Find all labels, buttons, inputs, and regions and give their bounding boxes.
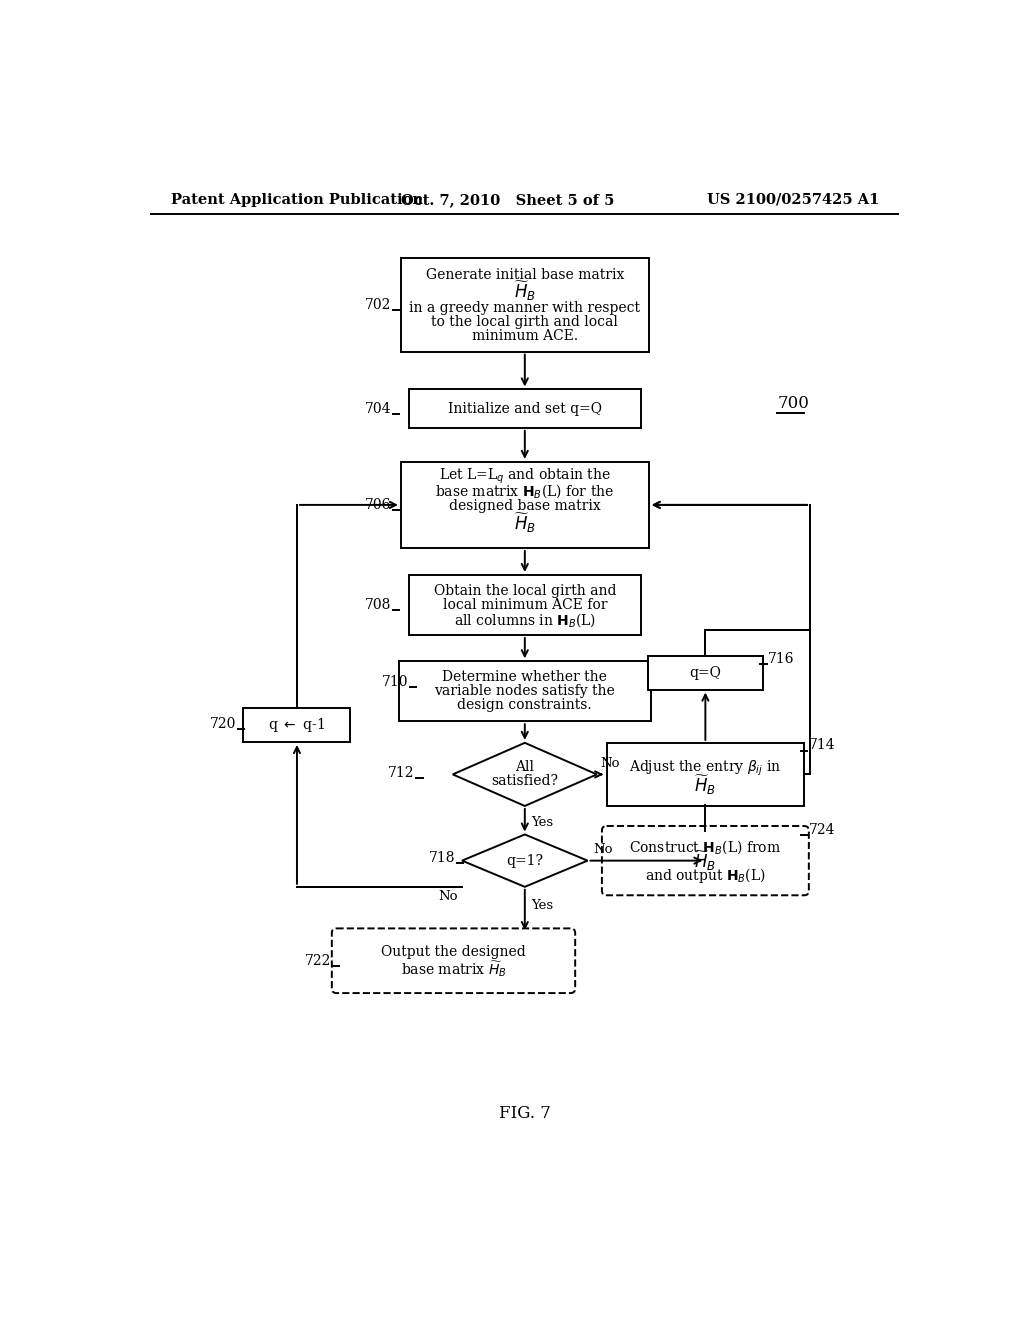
Bar: [409, 576, 641, 635]
Text: base matrix $\mathbf{H}_B$(L) for the: base matrix $\mathbf{H}_B$(L) for the: [435, 482, 614, 500]
Text: FIG. 7: FIG. 7: [499, 1105, 551, 1122]
Text: base matrix $\widetilde{H}_B$: base matrix $\widetilde{H}_B$: [400, 960, 507, 979]
Text: All: All: [515, 760, 535, 775]
Text: 702: 702: [366, 298, 391, 312]
Text: Yes: Yes: [531, 899, 553, 912]
Text: satisfied?: satisfied?: [492, 775, 558, 788]
Text: 718: 718: [429, 850, 455, 865]
Bar: [399, 661, 650, 721]
Text: No: No: [438, 890, 458, 903]
Text: and output $\mathbf{H}_B$(L): and output $\mathbf{H}_B$(L): [645, 866, 766, 884]
Polygon shape: [462, 834, 588, 887]
Text: $\widetilde{H}_B$: $\widetilde{H}_B$: [514, 279, 536, 302]
Text: Adjust the entry $\beta_{ij}$ in: Adjust the entry $\beta_{ij}$ in: [630, 759, 781, 777]
Bar: [400, 462, 649, 548]
Bar: [606, 743, 804, 807]
Text: local minimum ACE for: local minimum ACE for: [442, 598, 607, 612]
Text: to the local girth and local: to the local girth and local: [431, 314, 618, 329]
Text: 704: 704: [365, 401, 391, 416]
Polygon shape: [453, 743, 597, 807]
Text: 714: 714: [809, 738, 836, 752]
Text: $\widetilde{H}_B$: $\widetilde{H}_B$: [514, 511, 536, 535]
Text: Determine whether the: Determine whether the: [442, 671, 607, 684]
Bar: [409, 389, 641, 428]
Bar: [648, 656, 763, 689]
Text: Oct. 7, 2010   Sheet 5 of 5: Oct. 7, 2010 Sheet 5 of 5: [401, 193, 614, 207]
Text: Let L=L$_q$ and obtain the: Let L=L$_q$ and obtain the: [438, 467, 611, 486]
Text: 712: 712: [388, 766, 415, 780]
Text: design constraints.: design constraints.: [458, 698, 592, 711]
Text: Yes: Yes: [531, 816, 553, 829]
Text: 710: 710: [382, 675, 409, 689]
Text: 700: 700: [777, 395, 809, 412]
Text: Construct $\mathbf{H}_B$(L) from: Construct $\mathbf{H}_B$(L) from: [630, 838, 781, 857]
Text: 720: 720: [210, 717, 237, 730]
Text: 716: 716: [768, 652, 795, 665]
Text: Generate initial base matrix: Generate initial base matrix: [426, 268, 624, 282]
Text: Output the designed: Output the designed: [381, 945, 526, 960]
Text: US 2100/0257425 A1: US 2100/0257425 A1: [708, 193, 880, 207]
Text: No: No: [593, 843, 612, 857]
Text: q=1?: q=1?: [506, 854, 544, 867]
Text: in a greedy manner with respect: in a greedy manner with respect: [410, 301, 640, 314]
Text: $\widetilde{H}_B$: $\widetilde{H}_B$: [694, 774, 717, 797]
Text: q=Q: q=Q: [689, 665, 721, 680]
Text: q $\leftarrow$ q-1: q $\leftarrow$ q-1: [268, 717, 326, 734]
FancyBboxPatch shape: [332, 928, 575, 993]
Text: 708: 708: [366, 598, 391, 612]
Text: variable nodes satisfy the: variable nodes satisfy the: [434, 684, 615, 698]
Text: Initialize and set q=Q: Initialize and set q=Q: [447, 401, 602, 416]
Text: No: No: [601, 758, 621, 770]
FancyBboxPatch shape: [602, 826, 809, 895]
Text: all columns in $\mathbf{H}_B$(L): all columns in $\mathbf{H}_B$(L): [454, 611, 596, 628]
Bar: [400, 257, 649, 351]
Text: designed base matrix: designed base matrix: [449, 499, 601, 512]
Text: $\widetilde{H}_B$: $\widetilde{H}_B$: [694, 849, 717, 873]
Text: 706: 706: [366, 498, 391, 512]
Text: 724: 724: [809, 822, 835, 837]
Text: 722: 722: [305, 954, 331, 968]
Text: Obtain the local girth and: Obtain the local girth and: [433, 585, 616, 598]
Text: minimum ACE.: minimum ACE.: [472, 329, 578, 342]
Bar: [244, 708, 350, 742]
Text: Patent Application Publication: Patent Application Publication: [171, 193, 423, 207]
